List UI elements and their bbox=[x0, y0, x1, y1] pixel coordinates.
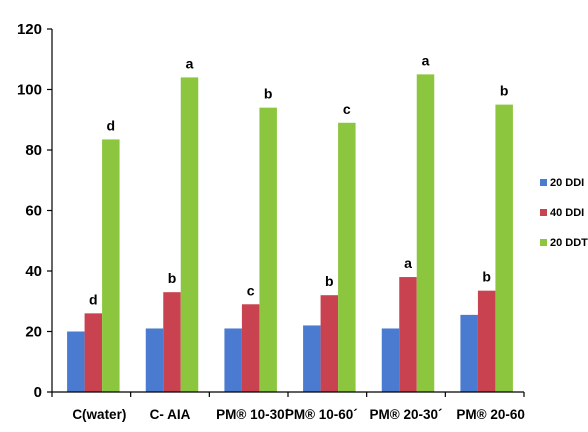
y-tick-label: 80 bbox=[25, 142, 42, 159]
legend-label: 20 DDI bbox=[550, 177, 584, 189]
legend-swatch bbox=[540, 179, 547, 186]
bar bbox=[259, 107, 277, 393]
bar-annotation: b bbox=[482, 269, 491, 285]
bar-annotation: c bbox=[343, 101, 351, 117]
x-category-label: PM® 10-30´ bbox=[216, 407, 289, 422]
bar-annotation: b bbox=[325, 273, 334, 289]
bar bbox=[67, 331, 85, 392]
legend-label: 40 DDI bbox=[550, 207, 584, 219]
bars bbox=[67, 74, 513, 393]
bar bbox=[303, 325, 321, 392]
bar bbox=[320, 295, 339, 392]
bar-annotation: b bbox=[500, 83, 509, 99]
bar-annotation: a bbox=[404, 255, 412, 271]
bar bbox=[381, 328, 400, 392]
x-category-label: PM® 20-60 bbox=[456, 407, 524, 422]
legend: 20 DDI 40 DDI 20 DDT bbox=[540, 177, 588, 249]
legend-label: 20 DDT bbox=[550, 237, 588, 249]
bar-annotation: d bbox=[89, 291, 98, 307]
bar-annotation: b bbox=[168, 270, 177, 286]
y-tick-label: 0 bbox=[34, 384, 42, 401]
bar bbox=[338, 122, 356, 393]
x-category-label: C(water) bbox=[72, 407, 126, 422]
bar-annotation: a bbox=[422, 52, 430, 68]
bar bbox=[180, 77, 199, 393]
bar-annotation: b bbox=[264, 86, 273, 102]
bar bbox=[224, 328, 242, 392]
legend-swatch bbox=[540, 209, 547, 216]
bar-annotation: a bbox=[186, 55, 194, 71]
x-axis: C(water) C- AIA PM® 10-30´PM® 10-60´ PM® 20… bbox=[51, 391, 525, 422]
y-tick-label: 120 bbox=[17, 21, 42, 38]
bar bbox=[460, 314, 478, 392]
y-tick-label: 40 bbox=[25, 263, 42, 280]
x-category-label: C- AIA bbox=[150, 407, 191, 422]
x-category-label: PM® 10-60´ bbox=[285, 407, 358, 422]
bar bbox=[416, 74, 435, 392]
x-category-label: PM® 20-30´ bbox=[370, 407, 443, 422]
bar bbox=[241, 304, 260, 392]
legend-swatch bbox=[540, 239, 547, 246]
bar bbox=[145, 328, 164, 392]
bar-annotations: d b c b a b d a b c a b bbox=[89, 52, 508, 307]
bar bbox=[399, 277, 417, 392]
bar bbox=[84, 313, 103, 392]
bar-annotation: d bbox=[107, 117, 116, 133]
bar bbox=[495, 104, 513, 392]
bar bbox=[163, 292, 181, 392]
y-tick-label: 100 bbox=[17, 82, 42, 99]
bar-annotation: c bbox=[247, 282, 255, 298]
bar bbox=[102, 139, 120, 392]
y-axis: 0 20 40 60 80 100 120 bbox=[17, 21, 53, 401]
bar bbox=[477, 290, 496, 392]
y-tick-label: 60 bbox=[25, 203, 42, 220]
y-tick-label: 20 bbox=[25, 324, 42, 341]
